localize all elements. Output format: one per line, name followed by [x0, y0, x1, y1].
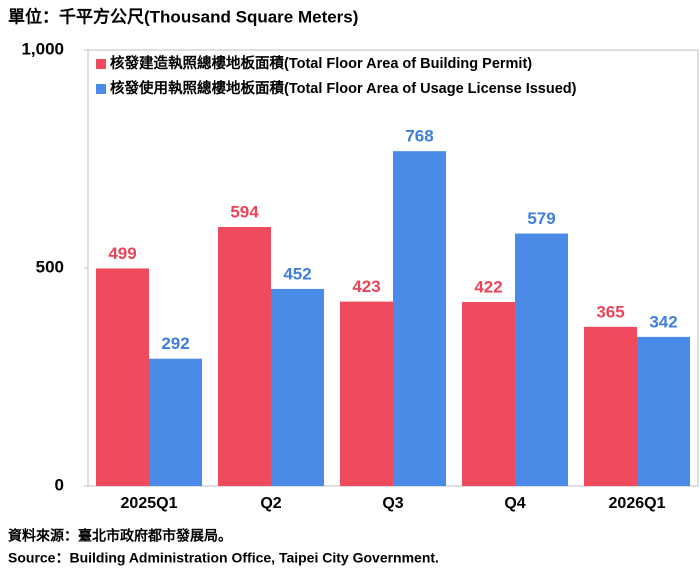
bar — [218, 227, 271, 487]
source-note: 資料來源：臺北市政府都市發展局。 — [8, 528, 232, 544]
value-label: 499 — [108, 244, 136, 263]
y-tick-label: 1,000 — [21, 39, 64, 58]
bar — [462, 302, 515, 486]
bar — [96, 268, 149, 486]
bar — [637, 336, 690, 486]
x-tick-label: Q2 — [260, 495, 281, 512]
bar — [271, 288, 324, 486]
value-label: 422 — [474, 277, 502, 296]
legend-swatch — [96, 84, 106, 94]
x-tick-label: Q3 — [382, 495, 403, 512]
legend-swatch — [96, 59, 106, 69]
bar — [149, 358, 202, 486]
value-label: 292 — [161, 334, 189, 353]
legend-label: 核發使用執照總樓地板面積(Total Floor Area of Usage L… — [110, 79, 577, 97]
bar — [515, 233, 568, 486]
x-tick-label: Q4 — [504, 495, 525, 512]
bar — [340, 301, 393, 486]
y-tick-label: 500 — [36, 257, 64, 276]
value-label: 579 — [527, 209, 555, 228]
x-tick-label: 2025Q1 — [121, 495, 178, 512]
value-label: 452 — [283, 264, 311, 283]
bar — [584, 326, 637, 486]
chart-title: 單位：千平方公尺(Thousand Square Meters) — [8, 6, 358, 26]
value-label: 423 — [352, 277, 380, 296]
source-note: Source：Building Administration Office, T… — [8, 550, 439, 566]
value-label: 365 — [596, 302, 624, 321]
value-label: 342 — [649, 312, 677, 331]
value-label: 594 — [230, 203, 259, 222]
value-label: 768 — [405, 127, 433, 146]
y-tick-label: 0 — [55, 475, 64, 494]
bar — [393, 151, 446, 487]
x-tick-label: 2026Q1 — [609, 495, 666, 512]
legend-label: 核發建造執照總樓地板面積(Total Floor Area of Buildin… — [110, 54, 532, 72]
